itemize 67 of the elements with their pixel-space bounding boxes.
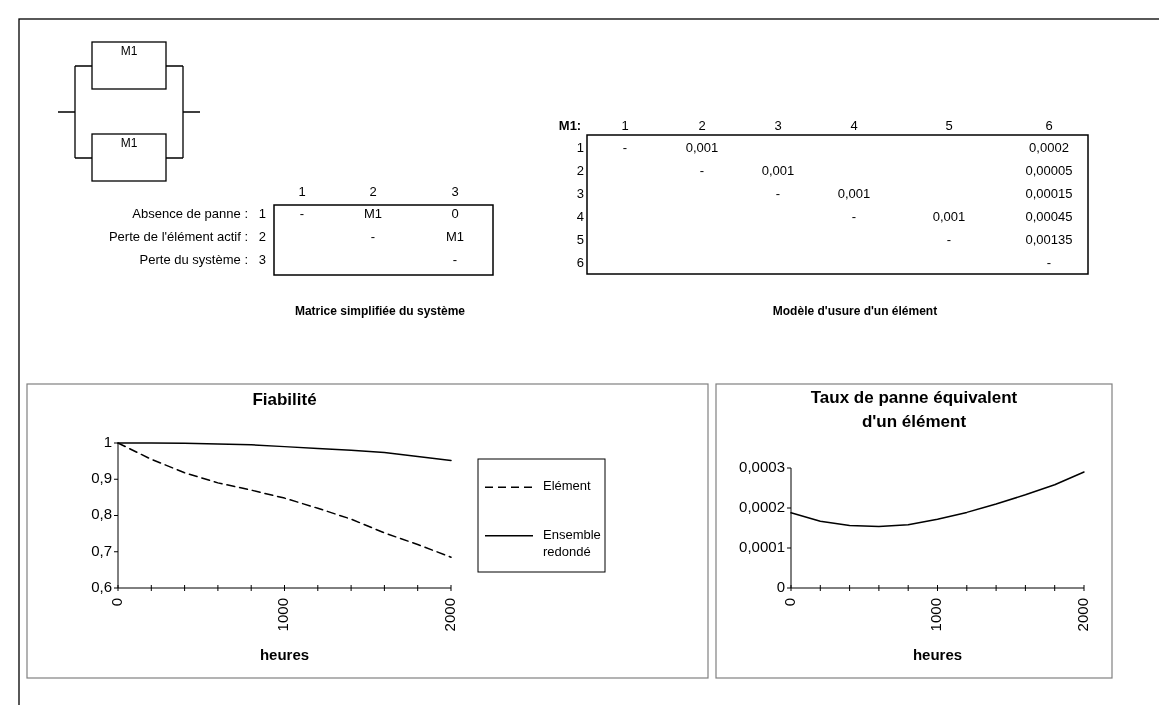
y-tick-label: 0,7 xyxy=(91,541,112,559)
x-axis-title: heures xyxy=(912,646,963,663)
y-tick-label: 0,0002 xyxy=(739,497,785,515)
text: - xyxy=(452,252,458,267)
y-tick-label: 0,8 xyxy=(91,505,112,523)
text: 0,0002 xyxy=(1029,140,1069,155)
text: M1 xyxy=(363,206,383,221)
y-tick-label: 4 xyxy=(576,209,584,224)
chart-title: Taux de panne équivalent d'un élément xyxy=(810,388,1018,431)
y-tick-label: 2 xyxy=(576,163,584,178)
category-label: 3 xyxy=(451,184,459,199)
text: - xyxy=(622,140,628,155)
category-label: 2 xyxy=(369,184,377,199)
x-tick-label: 2 xyxy=(698,118,706,133)
y-tick-label: 0,6 xyxy=(91,577,112,595)
text: - xyxy=(299,206,305,221)
text: 0,001 xyxy=(761,163,795,178)
text: M1 xyxy=(120,44,138,58)
text: 0,001 xyxy=(685,140,719,155)
text: - xyxy=(946,232,952,247)
text: 0,00005 xyxy=(1025,163,1073,178)
x-tick-label: 2000 xyxy=(440,598,458,632)
x-tick-label: 0 xyxy=(107,598,125,607)
text: - xyxy=(370,229,376,244)
text: 0,00135 xyxy=(1025,232,1073,247)
text: Matrice simplifiée du système xyxy=(294,304,466,318)
x-tick-label: 1000 xyxy=(274,598,292,632)
legend-label: Ensemble redondé xyxy=(543,527,601,560)
chart-title: Fiabilité xyxy=(252,390,317,409)
y-tick-label: 1 xyxy=(103,432,112,450)
y-tick-label: 6 xyxy=(576,255,584,270)
y-tick-label: 3 xyxy=(576,186,584,201)
x-tick-label: 2000 xyxy=(1073,598,1091,632)
y-tick-label: 5 xyxy=(576,232,584,247)
x-tick-label: 4 xyxy=(850,118,858,133)
x-tick-label: 1 xyxy=(621,118,629,133)
text: - xyxy=(851,209,857,224)
x-tick-label: 0 xyxy=(780,598,798,607)
text: 0 xyxy=(451,206,459,221)
text: - xyxy=(699,163,705,178)
text: M1: xyxy=(558,118,582,133)
category-label: Perte du système : xyxy=(139,252,248,267)
y-tick-label: 0 xyxy=(776,577,785,595)
category-label: 3 xyxy=(258,252,266,267)
x-axis-title: heures xyxy=(259,646,310,663)
legend-label: Elément xyxy=(543,478,592,494)
text: 0,00045 xyxy=(1025,209,1073,224)
y-tick-label: 1 xyxy=(576,140,584,155)
category-label: 1 xyxy=(298,184,306,199)
text: M1 xyxy=(120,136,138,150)
x-tick-label: 6 xyxy=(1045,118,1053,133)
x-tick-label: 1000 xyxy=(927,598,945,632)
category-label: 2 xyxy=(258,229,266,244)
text: - xyxy=(1046,255,1052,270)
y-tick-label: 0,0001 xyxy=(739,537,785,555)
text: 0,00015 xyxy=(1025,186,1073,201)
y-tick-label: 0,0003 xyxy=(739,457,785,475)
x-tick-label: 5 xyxy=(945,118,953,133)
y-tick-label: 0,9 xyxy=(91,469,112,487)
text: 0,001 xyxy=(932,209,966,224)
category-label: 1 xyxy=(258,206,266,221)
category-label: Absence de panne : xyxy=(132,206,248,221)
text: M1 xyxy=(445,229,465,244)
text: 0,001 xyxy=(837,186,871,201)
category-label: Perte de l'élément actif : xyxy=(108,229,248,244)
text: - xyxy=(775,186,781,201)
text: Modèle d'usure d'un élément xyxy=(772,304,938,318)
